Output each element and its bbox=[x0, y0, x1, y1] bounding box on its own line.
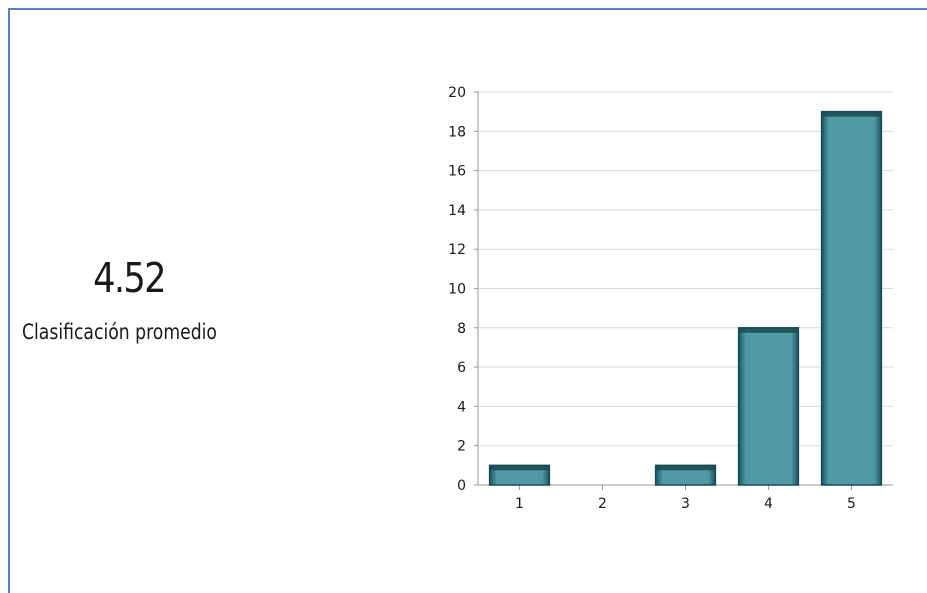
y-tick-label: 6 bbox=[457, 360, 466, 376]
y-tick-label: 20 bbox=[448, 85, 466, 101]
y-tick-label: 10 bbox=[448, 282, 466, 298]
average-rating-value: 4.52 bbox=[93, 254, 166, 302]
x-tick-label: 2 bbox=[598, 496, 607, 512]
y-tick-label: 2 bbox=[457, 439, 466, 455]
y-tick-label: 12 bbox=[448, 242, 466, 258]
average-rating-label: Clasificación promedio bbox=[22, 320, 217, 344]
bar-top-edge bbox=[489, 465, 550, 471]
y-tick-label: 16 bbox=[448, 164, 466, 180]
bar-top-edge bbox=[655, 465, 716, 471]
bar-4 bbox=[737, 327, 800, 486]
bar-5 bbox=[820, 110, 883, 486]
x-tick-label: 5 bbox=[847, 496, 856, 512]
panel-border-top bbox=[9, 8, 927, 10]
x-tick-label: 3 bbox=[681, 496, 690, 512]
x-tick-label: 1 bbox=[515, 496, 524, 512]
bars bbox=[488, 110, 883, 486]
bar-top-edge bbox=[821, 111, 882, 117]
y-tick-label: 4 bbox=[457, 399, 466, 415]
panel-border-left bbox=[8, 8, 10, 593]
y-tick-label: 18 bbox=[448, 124, 466, 140]
y-tick-label: 14 bbox=[448, 203, 466, 219]
y-tick-labels: 0 2 4 6 8 10 12 14 16 18 20 bbox=[448, 85, 466, 494]
bar-top-edge bbox=[738, 327, 799, 333]
x-tick-label: 4 bbox=[764, 496, 773, 512]
y-tick-label: 0 bbox=[457, 478, 466, 494]
x-tick-labels: 1 2 3 4 5 bbox=[515, 496, 856, 512]
y-tick-label: 8 bbox=[457, 321, 466, 337]
